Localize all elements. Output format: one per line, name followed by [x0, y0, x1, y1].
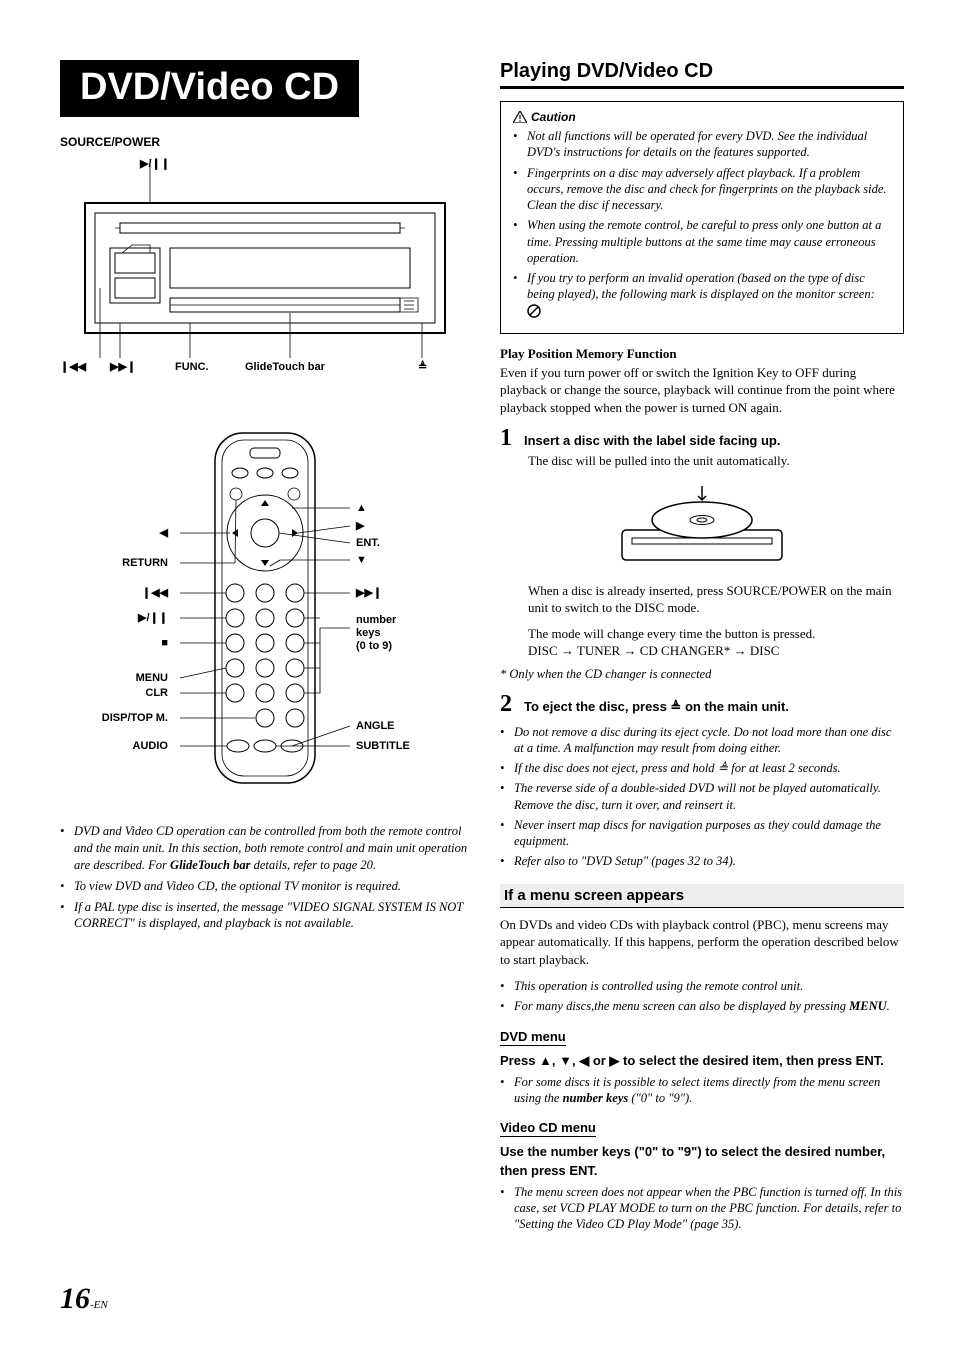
- step-body: When a disc is already inserted, press S…: [528, 582, 904, 617]
- svg-text:GlideTouch bar: GlideTouch bar: [245, 361, 326, 373]
- note-item: This operation is controlled using the r…: [500, 978, 904, 994]
- disc-insert-icon: [612, 480, 792, 570]
- note-item: DVD and Video CD operation can be contro…: [60, 823, 470, 874]
- svg-text:DISP/TOP M.: DISP/TOP M.: [102, 712, 168, 724]
- svg-text:SUBTITLE: SUBTITLE: [356, 740, 410, 752]
- step-2: 2 To eject the disc, press ≜ on the main…: [500, 692, 904, 716]
- svg-text:AUDIO: AUDIO: [133, 740, 169, 752]
- caution-item: When using the remote control, be carefu…: [513, 217, 891, 266]
- unit-diagram: ▶/❙❙ ❙◀◀ ▶▶❙ FUNC. GlideTouch bar ≜: [60, 153, 470, 373]
- mode-chain: DISC → TUNER → CD CHANGER* → DISC: [528, 643, 904, 659]
- step-1: 1 Insert a disc with the label side faci…: [500, 426, 904, 658]
- step-number: 1: [500, 426, 512, 450]
- svg-text:❙◀◀: ❙◀◀: [60, 361, 87, 373]
- caution-item: Fingerprints on a disc may adversely aff…: [513, 165, 891, 214]
- footnote: * Only when the CD changer is connected: [500, 667, 904, 682]
- svg-text:ENT.: ENT.: [356, 537, 380, 549]
- subsection-heading: If a menu screen appears: [500, 884, 904, 908]
- svg-text:(0 to 9): (0 to 9): [356, 640, 392, 652]
- vcd-note: The menu screen does not appear when the…: [500, 1184, 904, 1233]
- step-body: The disc will be pulled into the unit au…: [528, 452, 904, 470]
- svg-text:❙◀◀: ❙◀◀: [142, 587, 169, 599]
- note-item: For many discs,the menu screen can also …: [500, 998, 904, 1014]
- note-item: Never insert map discs for navigation pu…: [500, 817, 904, 850]
- svg-text:number: number: [356, 614, 397, 626]
- note-item: Refer also to "DVD Setup" (pages 32 to 3…: [500, 853, 904, 869]
- caution-box: Caution Not all functions will be operat…: [500, 101, 904, 334]
- note-item: The menu screen does not appear when the…: [500, 1184, 904, 1233]
- dvd-menu-note: For some discs it is possible to select …: [500, 1074, 904, 1107]
- caution-item: If you try to perform an invalid operati…: [513, 270, 891, 319]
- step-number: 2: [500, 692, 512, 716]
- vcd-instruction: Use the number keys ("0" to "9") to sele…: [500, 1143, 904, 1179]
- note-item: The reverse side of a double-sided DVD w…: [500, 780, 904, 813]
- svg-text:▶: ▶: [355, 520, 365, 532]
- note-item: If the disc does not eject, press and ho…: [500, 760, 904, 776]
- svg-text:■: ■: [161, 637, 168, 649]
- svg-text:FUNC.: FUNC.: [175, 361, 209, 373]
- dvd-menu-label: DVD menu: [500, 1029, 566, 1046]
- remote-diagram: ◀ RETURN ❙◀◀ ▶/❙❙ ■ MENU CLR DISP/TOP M.…: [60, 428, 470, 798]
- step2-notes: Do not remove a disc during its eject cy…: [500, 724, 904, 870]
- svg-text:▲: ▲: [356, 502, 367, 514]
- left-notes: DVD and Video CD operation can be contro…: [60, 823, 470, 932]
- warning-icon: [513, 111, 527, 123]
- step-title: Insert a disc with the label side facing…: [524, 433, 780, 448]
- svg-text:keys: keys: [356, 627, 380, 639]
- menu-intro: On DVDs and video CDs with playback cont…: [500, 916, 904, 969]
- page-number: 16-EN: [60, 1282, 108, 1316]
- svg-text:MENU: MENU: [136, 672, 168, 684]
- svg-text:◀: ◀: [159, 527, 169, 539]
- step-title: To eject the disc, press ≜ on the main u…: [524, 699, 789, 715]
- source-power-label: SOURCE/POWER: [60, 135, 470, 149]
- svg-text:ANGLE: ANGLE: [356, 720, 395, 732]
- svg-text:▶/❙❙: ▶/❙❙: [137, 612, 168, 624]
- note-item: If a PAL type disc is inserted, the mess…: [60, 899, 470, 933]
- dvd-instruction: Press ▲, ▼, ◀ or ▶ to select the desired…: [500, 1052, 904, 1070]
- ppm-heading: Play Position Memory Function: [500, 346, 904, 362]
- ppm-body: Even if you turn power off or switch the…: [500, 364, 904, 417]
- note-item: For some discs it is possible to select …: [500, 1074, 904, 1107]
- svg-text:≜: ≜: [418, 360, 427, 373]
- svg-text:▼: ▼: [356, 554, 367, 566]
- caution-item: Not all functions will be operated for e…: [513, 128, 891, 161]
- svg-text:▶▶❙: ▶▶❙: [355, 587, 382, 599]
- step-body: The mode will change every time the butt…: [528, 625, 904, 643]
- note-item: To view DVD and Video CD, the optional T…: [60, 878, 470, 895]
- page-title: DVD/Video CD: [60, 60, 359, 117]
- svg-text:▶/❙❙: ▶/❙❙: [139, 158, 170, 170]
- svg-text:RETURN: RETURN: [122, 557, 168, 569]
- note-item: Do not remove a disc during its eject cy…: [500, 724, 904, 757]
- menu-intro-notes: This operation is controlled using the r…: [500, 978, 904, 1015]
- section-heading: Playing DVD/Video CD: [500, 60, 904, 89]
- prohibited-icon: [527, 304, 541, 318]
- vcd-menu-label: Video CD menu: [500, 1120, 596, 1137]
- svg-text:▶▶❙: ▶▶❙: [109, 361, 136, 373]
- svg-text:CLR: CLR: [145, 687, 168, 699]
